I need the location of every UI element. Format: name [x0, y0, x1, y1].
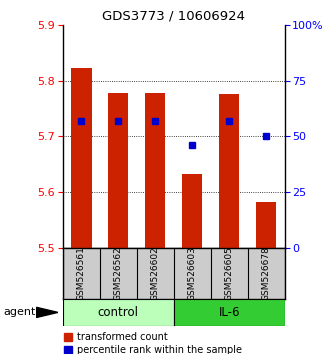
Text: GSM526561: GSM526561	[77, 246, 86, 301]
Text: agent: agent	[3, 307, 36, 318]
Bar	[219, 95, 239, 248]
Text: GSM526602: GSM526602	[151, 246, 160, 301]
Text: GSM526603: GSM526603	[188, 246, 197, 301]
Text: control: control	[98, 306, 139, 319]
Bar	[256, 201, 276, 248]
Bar	[63, 299, 174, 326]
Bar	[145, 93, 166, 248]
Bar	[182, 174, 203, 248]
Bar	[108, 93, 128, 248]
Title: GDS3773 / 10606924: GDS3773 / 10606924	[102, 9, 245, 22]
Text: IL-6: IL-6	[218, 306, 240, 319]
Polygon shape	[36, 307, 58, 318]
Bar	[174, 299, 285, 326]
Legend: transformed count, percentile rank within the sample: transformed count, percentile rank withi…	[65, 332, 242, 354]
Bar	[71, 68, 92, 248]
Text: GSM526605: GSM526605	[225, 246, 234, 301]
Text: GSM526562: GSM526562	[114, 246, 123, 301]
Text: GSM526678: GSM526678	[262, 246, 271, 301]
